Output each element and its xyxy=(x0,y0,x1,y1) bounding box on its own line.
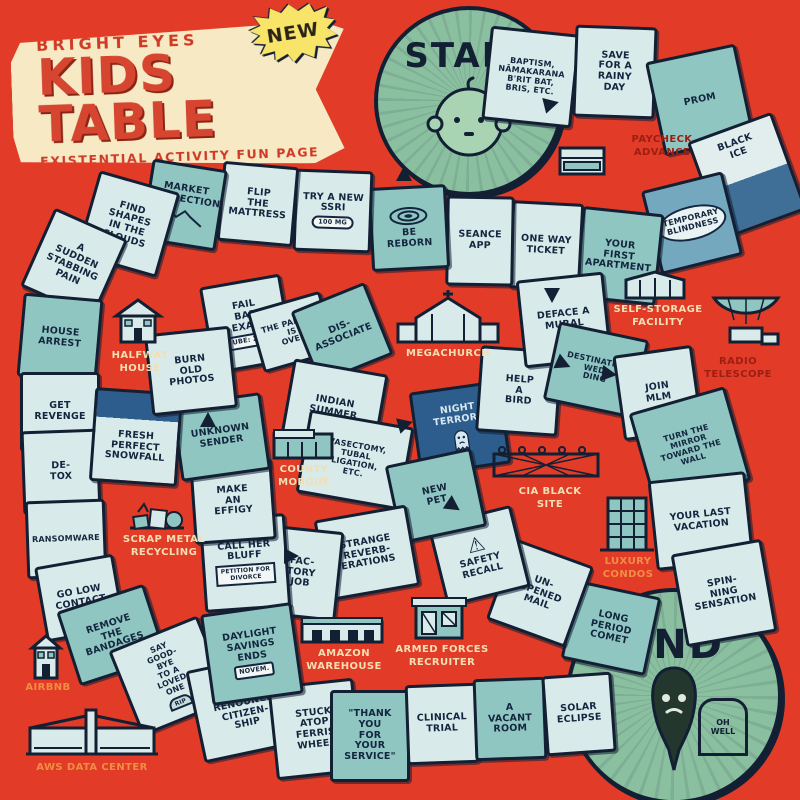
scrap-metal-icon xyxy=(130,502,184,531)
square-label: DE- TOX xyxy=(49,460,73,483)
square-label: RANSOMWARE xyxy=(31,532,101,544)
landmark-label-aws-data-center: AWS DATA CENTER xyxy=(36,762,148,773)
arrow-reborn-to-start xyxy=(396,166,412,181)
luxury-condos-icon xyxy=(600,496,654,552)
square-label: STRANGE REVERB- ERATIONS xyxy=(338,531,397,573)
square-label: YOUR LAST VACATION xyxy=(669,506,732,534)
landmark-label-luxury-condos: LUXURY CONDOS xyxy=(602,556,654,580)
landmark-label-radio-telescope: RADIO TELESCOPE xyxy=(704,356,772,380)
ghost-icon xyxy=(454,429,471,452)
square-label: PROM xyxy=(682,90,717,108)
arrow-to-mlm xyxy=(600,365,619,383)
landmark-label-county-morgue: COUNTY MORGUE xyxy=(278,464,330,488)
square-label: SOLAR ECLIPSE xyxy=(556,701,603,726)
armed-forces-recruiter-icon xyxy=(411,597,467,640)
square-label: "THANK YOU FOR YOUR SERVICE" xyxy=(344,708,396,762)
landmark-label-amazon-warehouse: AMAZON WAREHOUSE xyxy=(306,648,382,672)
square-label: GET REVENGE xyxy=(34,400,86,422)
square-label: A VACANT ROOM xyxy=(487,701,533,735)
square-label: TRY A NEW SSRI xyxy=(302,190,365,214)
square-label: TURN THE MIRROR TOWARD THE WALL xyxy=(659,422,723,467)
square-seance-app: SEANCE APP xyxy=(445,195,515,287)
square-clinical-trial: CLINICAL TRIAL xyxy=(404,682,480,766)
airbnb-house-icon xyxy=(27,634,65,680)
ghost-figure-icon xyxy=(651,666,697,771)
aws-datacenter-icon xyxy=(26,708,158,756)
square-night-terrors: NIGHT TERRORS xyxy=(408,380,512,476)
square-label: BAPTISM, NĀMAKARANA B'RIT BAT, BRIS, ETC… xyxy=(497,55,566,97)
square-label: SAFETY RECALL xyxy=(458,550,505,582)
square-label: A SUDDEN STABBING PAIN xyxy=(44,241,100,288)
cia-fence-icon xyxy=(492,446,600,478)
square-label: SPIN- NING SENSATION xyxy=(693,573,758,614)
landmark-label-megachurch: MEGACHURCH xyxy=(406,348,490,359)
square-be-reborn: BE REBORN xyxy=(367,184,451,272)
square-daylight-savings: DAYLIGHT SAVINGS ENDS NOVEM. xyxy=(200,602,304,706)
square-label: SAY GOOD- BYE TO A LOVED ONE xyxy=(145,640,188,697)
landmark-label-scrap-metal: SCRAP METAL RECYCLING xyxy=(122,534,206,558)
square-label: ONE WAY TICKET xyxy=(520,233,572,257)
arrow-one-way-down xyxy=(544,288,560,303)
landmark-label-paycheck-advance: PAYCHECK ADVANCE xyxy=(631,134,693,158)
square-spinning-sensation: SPIN- NING SENSATION xyxy=(670,538,778,648)
square-vacant-room: A VACANT ROOM xyxy=(472,676,548,762)
paycheck-advance-icon xyxy=(558,146,606,176)
arrow-burn-photos-up xyxy=(200,412,216,427)
ripple-icon xyxy=(389,207,428,226)
square-rainy-day: SAVE FOR A RAINY DAY xyxy=(572,24,658,120)
county-morgue-icon xyxy=(272,429,334,460)
landmark-label-armed-forces: ARMED FORCES RECRUITER xyxy=(395,644,489,668)
square-label: TEMPORARY BLINDNESS xyxy=(654,198,730,248)
megachurch-icon xyxy=(396,290,500,344)
radio-telescope-icon xyxy=(711,296,781,346)
square-try-a-new-ssri: TRY A NEW SSRI 100 MG xyxy=(292,168,374,254)
square-house-arrest: HOUSE ARREST xyxy=(16,292,104,384)
square-label: SAVE FOR A RAINY DAY xyxy=(597,49,633,93)
pill-icon: 100 MG xyxy=(310,215,355,230)
square-thank-you-service: "THANK YOU FOR YOUR SERVICE" xyxy=(330,690,410,782)
square-solar-eclipse: SOLAR ECLIPSE xyxy=(541,671,617,757)
square-label: FLIP THE MATTRESS xyxy=(227,186,287,222)
square-label: LONG PERIOD COMET xyxy=(588,608,633,647)
square-flip-the-mattress: FLIP THE MATTRESS xyxy=(216,160,300,248)
landmark-label-halfway-house: HALFWAY HOUSE xyxy=(111,350,169,374)
square-label: DAYLIGHT SAVINGS ENDS xyxy=(221,625,278,664)
landmark-label-airbnb: AIRBNB xyxy=(25,682,71,693)
landmark-label-cia-black-site: CIA BLACK SITE xyxy=(518,486,582,510)
landmark-label-self-storage: SELF-STORAGE FACILITY xyxy=(613,304,703,328)
divorce-petition-doc: PETITION FOR DIVORCE xyxy=(215,561,277,588)
arrow-bluff-to-factory xyxy=(284,548,299,564)
square-label: BLACK ICE xyxy=(716,131,754,161)
self-storage-icon xyxy=(624,270,686,300)
square-baptism: BAPTISM, NĀMAKARANA B'RIT BAT, BRIS, ETC… xyxy=(481,25,581,129)
square-label: HELP A BIRD xyxy=(504,373,535,408)
square-label: HOUSE ARREST xyxy=(37,324,82,350)
calendar-icon: NOVEM. xyxy=(233,661,276,681)
square-label: FRESH PERFECT SNOWFALL xyxy=(104,428,165,465)
square-label: SEANCE APP xyxy=(458,228,502,252)
amazon-warehouse-icon xyxy=(300,617,384,644)
new-badge-label: NEW xyxy=(265,18,321,48)
square-label: CLINICAL TRIAL xyxy=(416,711,467,735)
halfway-house-icon xyxy=(111,298,165,344)
oh-well-tombstone: OH WELL xyxy=(698,698,748,756)
square-label: MAKE AN EFFIGY xyxy=(214,483,254,518)
square-label: BE REBORN xyxy=(386,227,433,251)
square-label: DIS- ASSOCIATE xyxy=(313,317,374,354)
